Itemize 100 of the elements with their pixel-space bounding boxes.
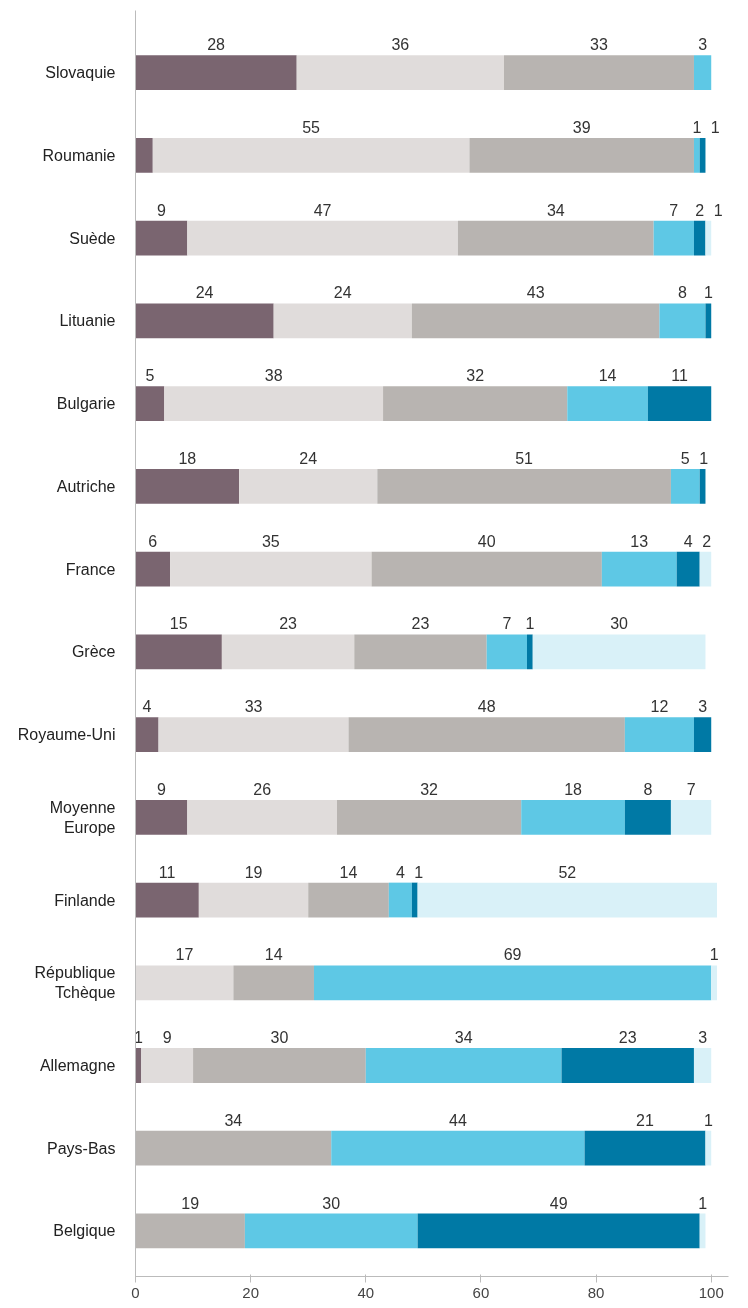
data-label: 1 (525, 615, 535, 633)
data-label: 32 (420, 780, 439, 798)
bar (693, 55, 712, 90)
bar (705, 303, 712, 339)
data-label: 4 (142, 698, 152, 716)
data-label: 34 (454, 1029, 473, 1047)
bar (527, 634, 533, 670)
bar (371, 551, 602, 587)
bar (135, 137, 153, 173)
data-label: 1 (414, 863, 424, 881)
data-label: 24 (195, 284, 214, 302)
data-label: 14 (264, 946, 283, 964)
data-label: 34 (546, 201, 565, 219)
data-label: 21 (636, 1111, 655, 1129)
bar (503, 55, 694, 90)
data-label: 23 (411, 615, 430, 633)
data-label: 4 (395, 863, 405, 881)
data-label: 6 (148, 532, 158, 550)
bar (705, 220, 712, 256)
bar (193, 1048, 366, 1083)
bar (693, 1048, 712, 1083)
data-label: 9 (156, 201, 166, 219)
y-tick-label: Royaume-Uni (17, 726, 116, 744)
x-tick-label: 20 (242, 1283, 259, 1301)
bar (584, 1130, 706, 1166)
bar (187, 799, 337, 835)
data-label: 5 (680, 449, 690, 467)
y-tick-label: Grèce (71, 643, 116, 661)
data-label: 30 (610, 615, 629, 633)
data-label: 23 (279, 615, 298, 633)
bar (486, 634, 527, 670)
y-tick-label: Bulgarie (56, 395, 116, 413)
data-label: 30 (322, 1194, 341, 1212)
bar (532, 634, 706, 670)
data-label: 1 (133, 1029, 143, 1047)
data-label: 38 (264, 367, 283, 385)
bar (198, 882, 309, 918)
data-label: 33 (244, 698, 263, 716)
bar (601, 551, 677, 587)
bar (244, 1213, 418, 1249)
bar (348, 717, 625, 752)
y-tick-label: Autriche (56, 477, 116, 495)
x-tick-label: 40 (357, 1283, 375, 1301)
y-tick-label: Suède (69, 229, 116, 247)
data-label: 8 (643, 780, 653, 798)
bar (693, 717, 712, 752)
x-tick-label: 60 (472, 1283, 490, 1301)
bar (221, 634, 355, 670)
data-label: 19 (181, 1194, 200, 1212)
data-label: 1 (692, 118, 702, 136)
data-label: 2 (702, 532, 712, 550)
bar (170, 551, 372, 587)
bar (187, 220, 458, 256)
bar (676, 551, 700, 587)
y-tick-label: Roumanie (42, 146, 116, 164)
data-label: 48 (477, 698, 496, 716)
bar (457, 220, 654, 256)
data-label: 11 (671, 367, 688, 385)
y-tick-label: Lituanie (59, 312, 116, 330)
data-label: 4 (683, 532, 693, 550)
y-tick-label: Slovaquie (45, 64, 116, 82)
data-label: 3 (698, 698, 708, 716)
bar (164, 386, 384, 421)
data-label: 9 (156, 780, 166, 798)
bar (417, 1213, 700, 1249)
y-tick-label: Moyenne Europe (49, 798, 116, 836)
data-label: 26 (253, 780, 272, 798)
bar (624, 717, 694, 752)
data-label: 1 (703, 1111, 713, 1129)
y-tick-label: Finlande (54, 891, 116, 909)
bar (135, 717, 159, 752)
bar (711, 965, 717, 1001)
data-label: 39 (572, 118, 591, 136)
data-label: 30 (270, 1029, 289, 1047)
bar (135, 882, 199, 918)
data-label: 55 (302, 118, 321, 136)
x-tick-label: 80 (587, 1283, 605, 1301)
data-label: 28 (207, 36, 226, 54)
bar (135, 468, 240, 504)
bar (354, 634, 487, 670)
bar (135, 303, 274, 339)
data-label: 51 (515, 449, 534, 467)
data-label: 32 (466, 367, 485, 385)
data-label: 2 (695, 201, 705, 219)
data-label: 9 (162, 1029, 172, 1047)
bar (411, 882, 418, 918)
bar (308, 882, 389, 918)
data-label: 11 (158, 863, 176, 881)
bar (239, 468, 378, 504)
data-label: 24 (299, 449, 318, 467)
data-label: 1 (698, 1194, 708, 1212)
bar (699, 551, 712, 587)
bar (659, 303, 706, 339)
data-label: 24 (333, 284, 352, 302)
data-label: 7 (502, 615, 512, 633)
bar (158, 717, 349, 752)
bar (521, 799, 625, 835)
bar (469, 137, 694, 173)
data-label: 44 (449, 1111, 467, 1129)
data-label: 13 (630, 532, 649, 550)
